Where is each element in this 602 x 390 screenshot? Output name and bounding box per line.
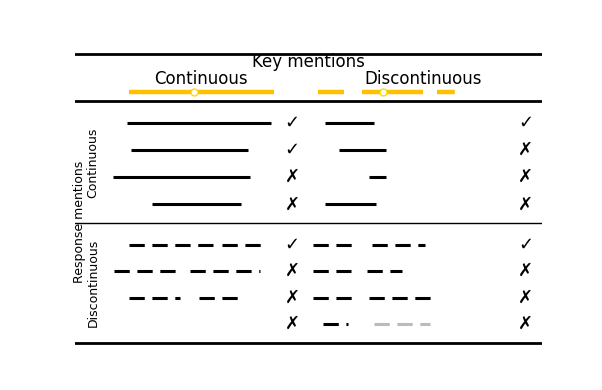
Text: ✓: ✓ (285, 141, 300, 159)
Text: Continuous: Continuous (87, 127, 99, 198)
Text: ✗: ✗ (285, 195, 300, 213)
Text: ✗: ✗ (518, 141, 533, 159)
Text: ✓: ✓ (285, 114, 300, 132)
Text: Key mentions: Key mentions (252, 53, 365, 71)
Text: ✗: ✗ (285, 315, 300, 333)
Text: ✗: ✗ (518, 262, 533, 280)
Text: ✗: ✗ (285, 289, 300, 307)
Text: ✗: ✗ (518, 168, 533, 186)
Text: Discontinuous: Discontinuous (87, 239, 99, 327)
Text: Response mentions: Response mentions (73, 161, 87, 283)
Text: ✗: ✗ (518, 195, 533, 213)
Text: ✓: ✓ (285, 236, 300, 254)
Text: ✗: ✗ (285, 168, 300, 186)
Text: ✗: ✗ (518, 289, 533, 307)
Text: ✗: ✗ (518, 315, 533, 333)
Text: ✓: ✓ (518, 236, 533, 254)
Text: ✓: ✓ (518, 114, 533, 132)
Text: ✗: ✗ (285, 262, 300, 280)
Text: Discontinuous: Discontinuous (364, 70, 482, 88)
Text: Continuous: Continuous (154, 70, 248, 88)
